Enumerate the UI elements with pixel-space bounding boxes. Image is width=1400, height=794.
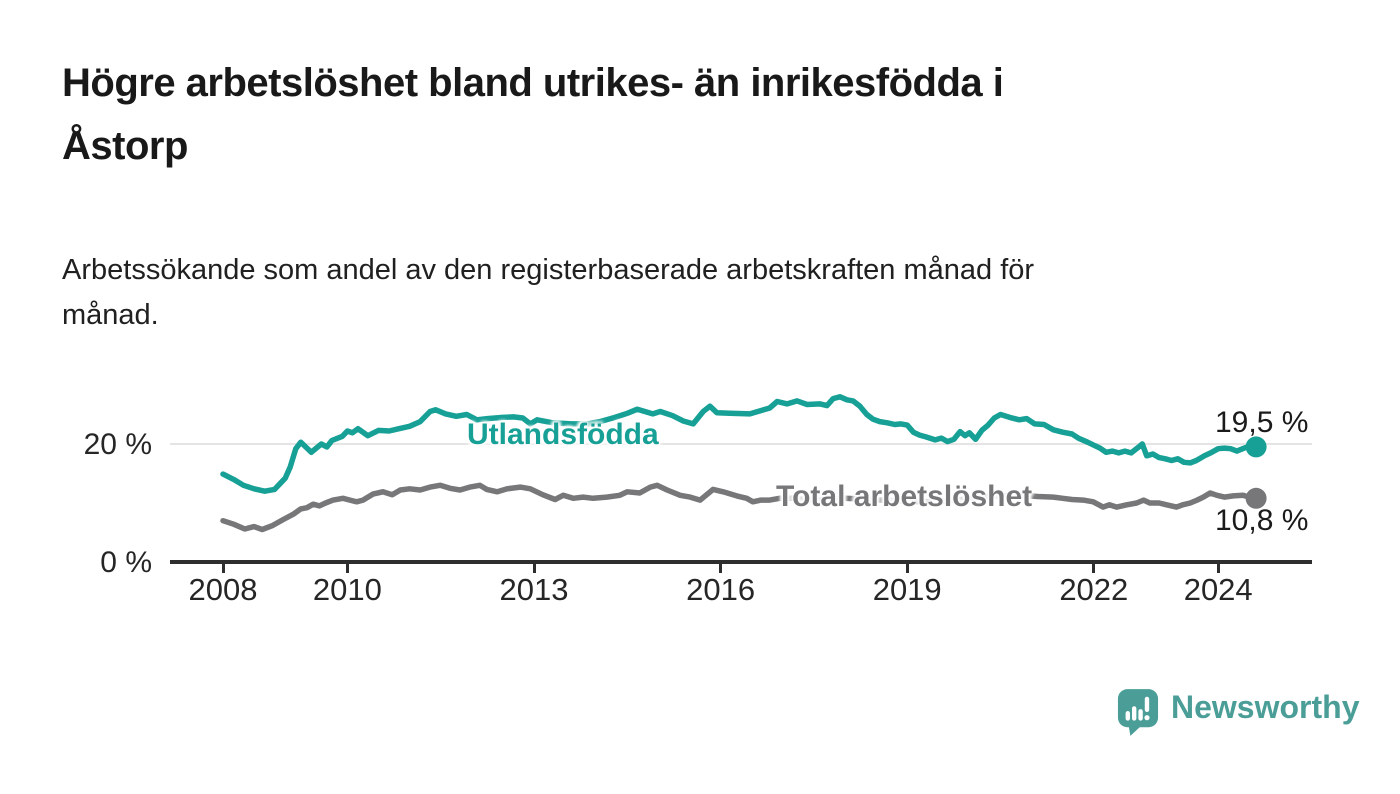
end-value-label-total-arbetsloshet: 10,8 % — [1215, 504, 1309, 537]
x-axis-label-2008: 2008 — [188, 572, 258, 607]
x-axis-line — [170, 560, 1312, 564]
series-label-utlandsfodda: Utlandsfödda — [467, 418, 659, 451]
x-tick-2013 — [532, 564, 536, 573]
newsworthy-icon — [1117, 689, 1159, 736]
page-title-line-2: Åstorp — [62, 124, 188, 168]
x-axis-label-2016: 2016 — [686, 572, 756, 607]
chart-subtitle-line-1: Arbetssökande som andel av den registerb… — [62, 254, 1035, 286]
x-tick-2024 — [1216, 564, 1220, 573]
series-label-total-arbetsloshet: Total arbetslöshet — [776, 480, 1033, 513]
x-axis-label-2022: 2022 — [1059, 572, 1129, 607]
series-line-1 — [220, 482, 1259, 533]
gridline-20-percent — [170, 443, 1312, 445]
series-end-dot-0 — [1245, 436, 1267, 458]
series-line-0 — [220, 394, 1259, 494]
newsworthy-logo: Newsworthy — [1117, 687, 1359, 737]
x-tick-2019 — [905, 564, 909, 573]
x-axis-label-2010: 2010 — [312, 572, 382, 607]
y-axis-label-0: 0 % — [100, 546, 152, 579]
page-title-line-1: Högre arbetslöshet bland utrikes- än inr… — [62, 61, 1004, 105]
end-value-label-utlandsfodda: 19,5 % — [1215, 406, 1309, 439]
series-end-dot-1 — [1245, 487, 1267, 509]
newsworthy-wordmark: Newsworthy — [1171, 689, 1360, 725]
x-tick-2022 — [1092, 564, 1096, 573]
chart-subtitle-line-2: månad. — [62, 299, 159, 331]
x-tick-2016 — [719, 564, 723, 573]
x-tick-2010 — [345, 564, 349, 573]
x-axis-label-2019: 2019 — [872, 572, 942, 607]
x-axis-label-2024: 2024 — [1183, 572, 1253, 607]
page-title: Högre arbetslöshet bland utrikes- än inr… — [62, 52, 1362, 178]
chart-subtitle: Arbetssökande som andel av den registerb… — [62, 248, 1262, 338]
y-axis-label-20: 20 % — [83, 428, 152, 461]
x-tick-2008 — [221, 564, 225, 573]
x-axis-label-2013: 2013 — [499, 572, 569, 607]
